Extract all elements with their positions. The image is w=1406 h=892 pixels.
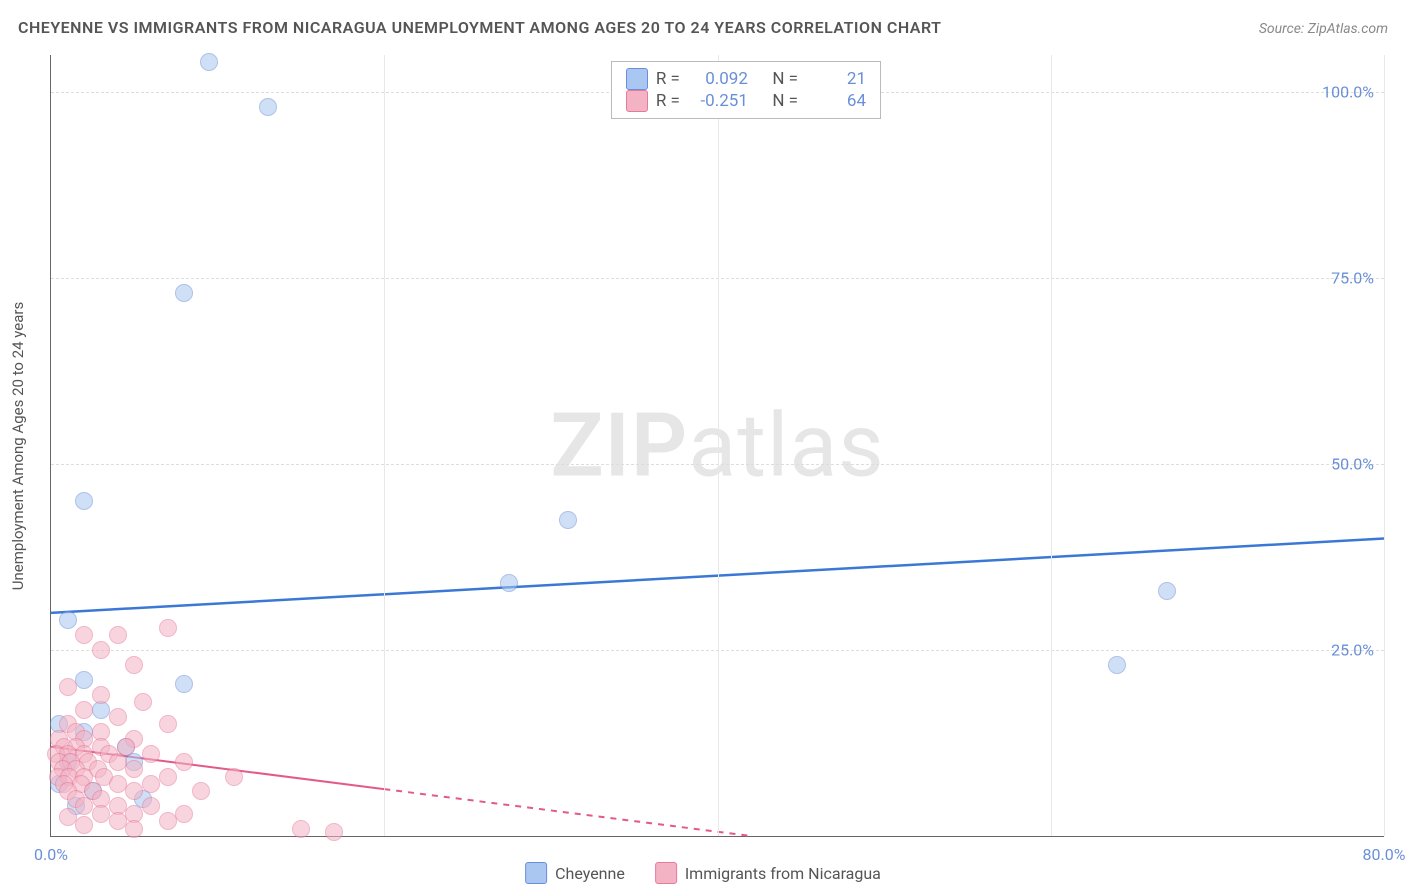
swatch-icon (626, 68, 648, 90)
swatch-icon (626, 90, 648, 112)
scatter-point (125, 782, 143, 800)
n-label: N = (772, 91, 798, 111)
scatter-point (109, 812, 127, 830)
scatter-point (75, 671, 93, 689)
scatter-point (75, 701, 93, 719)
scatter-point (59, 808, 77, 826)
scatter-point (259, 98, 277, 116)
scatter-point (1158, 582, 1176, 600)
scatter-point (134, 693, 152, 711)
scatter-point (142, 797, 160, 815)
plot-area: ZIPatlas 25.0%50.0%75.0%100.0%0.0%80.0%R… (50, 55, 1384, 837)
scatter-point (142, 775, 160, 793)
x-tick-label: 80.0% (1363, 845, 1406, 864)
scatter-point (75, 492, 93, 510)
scatter-point (125, 820, 143, 838)
scatter-point (225, 768, 243, 786)
scatter-point (175, 284, 193, 302)
r-label: R = (656, 91, 680, 111)
scatter-point (109, 775, 127, 793)
legend-label-nicaragua: Immigrants from Nicaragua (685, 864, 881, 883)
scatter-point (125, 656, 143, 674)
gridline-v (1051, 55, 1052, 836)
scatter-point (92, 805, 110, 823)
correlation-row: R = -0.251 N = 64 (626, 90, 866, 112)
gridline-v (718, 55, 719, 836)
correlation-row: R = 0.092 N = 21 (626, 68, 866, 90)
scatter-point (109, 753, 127, 771)
scatter-point (175, 675, 193, 693)
legend-item-nicaragua: Immigrants from Nicaragua (655, 862, 881, 884)
y-tick-label: 25.0% (1331, 641, 1374, 660)
series-legend: Cheyenne Immigrants from Nicaragua (525, 862, 881, 884)
swatch-cheyenne (525, 862, 547, 884)
gridline-v (1384, 55, 1385, 836)
scatter-point (75, 797, 93, 815)
legend-label-cheyenne: Cheyenne (555, 864, 625, 883)
y-tick-label: 50.0% (1331, 455, 1374, 474)
swatch-nicaragua (655, 862, 677, 884)
gridline-v (384, 55, 385, 836)
scatter-point (292, 820, 310, 838)
scatter-point (500, 574, 518, 592)
source-label: Source: ZipAtlas.com (1259, 21, 1388, 37)
scatter-point (109, 708, 127, 726)
scatter-point (200, 53, 218, 71)
n-label: N = (772, 69, 798, 89)
scatter-point (125, 760, 143, 778)
scatter-point (325, 823, 343, 841)
scatter-point (109, 626, 127, 644)
legend-item-cheyenne: Cheyenne (525, 862, 625, 884)
chart-title: CHEYENNE VS IMMIGRANTS FROM NICARAGUA UN… (18, 18, 941, 37)
n-value: 21 (806, 69, 866, 89)
scatter-point (559, 511, 577, 529)
regression-line-dashed (384, 789, 751, 836)
scatter-point (192, 782, 210, 800)
scatter-point (59, 611, 77, 629)
scatter-point (1108, 656, 1126, 674)
n-value: 64 (806, 91, 866, 111)
scatter-point (159, 812, 177, 830)
scatter-point (92, 641, 110, 659)
scatter-point (59, 678, 77, 696)
y-tick-label: 75.0% (1331, 269, 1374, 288)
scatter-point (75, 626, 93, 644)
y-tick-label: 100.0% (1322, 83, 1374, 102)
scatter-point (175, 753, 193, 771)
scatter-point (75, 816, 93, 834)
scatter-point (159, 768, 177, 786)
correlation-legend: R = 0.092 N = 21 R = -0.251 N = 64 (611, 61, 881, 119)
scatter-point (142, 745, 160, 763)
x-tick-label: 0.0% (34, 845, 68, 864)
scatter-point (175, 805, 193, 823)
scatter-point (159, 715, 177, 733)
scatter-point (159, 619, 177, 637)
y-axis-label: Unemployment Among Ages 20 to 24 years (9, 302, 27, 590)
r-label: R = (656, 69, 680, 89)
r-value: -0.251 (688, 91, 748, 111)
r-value: 0.092 (688, 69, 748, 89)
scatter-point (92, 686, 110, 704)
